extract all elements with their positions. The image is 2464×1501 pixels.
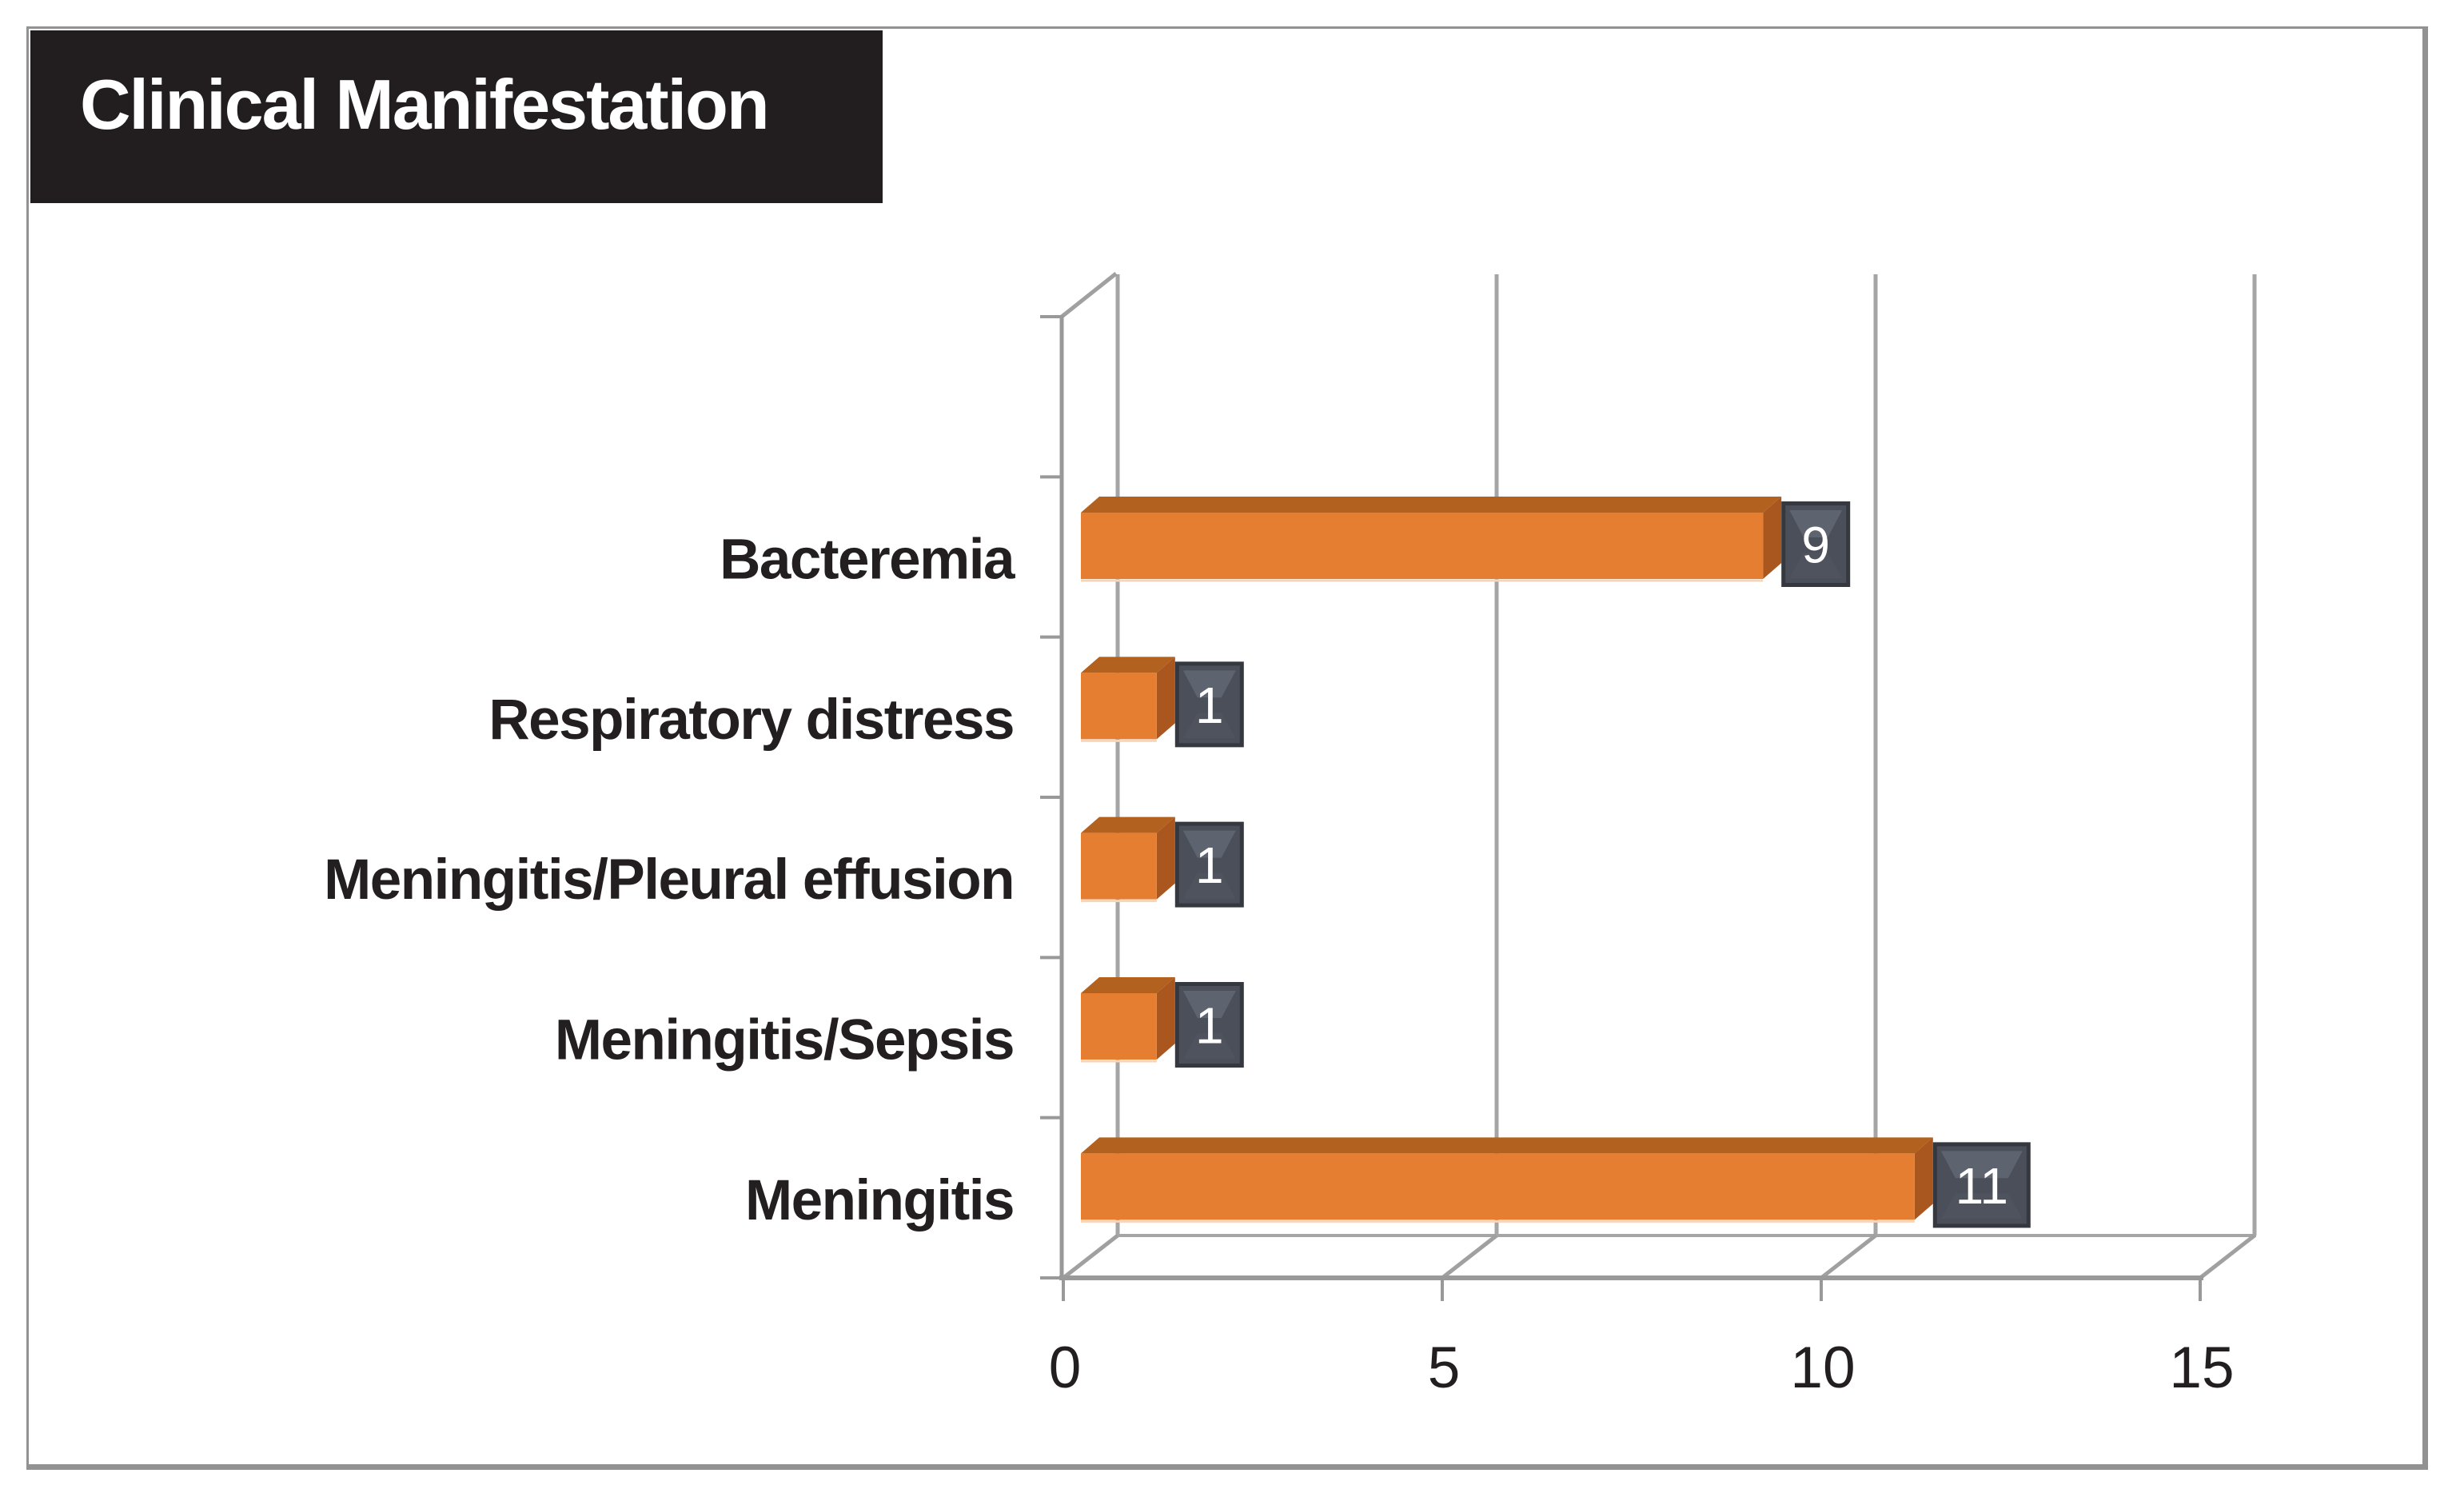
bar-top-face [1081,497,1782,513]
bar [1081,1153,1915,1220]
floor-diagonal [1820,1234,1877,1279]
figure-page: Clinical Manifestation [26,26,2428,1470]
bar [1081,513,1764,579]
bar-top-face [1081,1137,1933,1154]
chart-title-box: Clinical Manifestation [30,30,883,203]
data-label-box-bevel-top [1940,1151,2023,1179]
bar-side-face [1156,977,1175,1060]
chart-title: Clinical Manifestation [80,65,770,144]
data-label-box-bevel-bottom [1940,1193,2023,1220]
data-label-box-bevel-bottom [1182,713,1236,739]
category-label: Respiratory distress [488,689,1014,752]
bar-data-label: 9 [1801,517,1830,574]
bar-top-face [1081,657,1175,673]
floor-diagonal [2199,1234,2256,1279]
data-label-box-bevel-top [1182,991,1236,1018]
category-label: Meningitis [745,1169,1014,1232]
floor-diagonal [1441,1234,1498,1279]
bar-side-face [1156,816,1175,900]
category-label: Bacteremia [720,529,1015,592]
data-label-box-bevel-top [1182,830,1236,858]
data-label-box-bevel-bottom [1789,553,1843,578]
bar-side-face [1156,657,1175,740]
bar [1081,993,1157,1060]
category-label: Meningitis/Pleural effusion [324,848,1014,912]
bar-data-label: 1 [1195,677,1224,734]
bar-data-label: 11 [1956,1157,2008,1215]
bar-side-face [1914,1137,1933,1220]
bar-data-label: 1 [1195,836,1224,894]
bar-side-face [1763,497,1782,579]
bar-data-label: 1 [1195,997,1224,1055]
data-label-box-bevel-top [1789,510,1843,537]
bar-top-face [1081,816,1175,833]
x-axis-tick-label: 5 [1428,1335,1461,1400]
data-label-box-bevel-top [1182,670,1236,698]
x-axis-tick-label: 15 [2169,1335,2234,1400]
x-axis-tick-label: 10 [1790,1335,1855,1400]
category-label: Meningitis/Sepsis [555,1009,1014,1072]
bar [1081,832,1157,900]
x-axis-tick-label: 0 [1049,1335,1082,1400]
data-label-box-bevel-bottom [1182,872,1236,899]
floor-diagonal [1062,1234,1119,1279]
wall-top-diagonal [1060,272,1118,318]
data-label-box-bevel-bottom [1182,1033,1236,1059]
bar-top-face [1081,977,1175,993]
bar [1081,673,1157,740]
